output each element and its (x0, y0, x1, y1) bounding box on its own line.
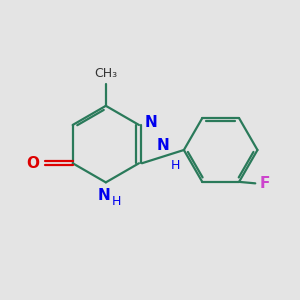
Text: O: O (26, 156, 39, 171)
Text: H: H (112, 195, 121, 208)
Text: F: F (260, 176, 270, 191)
Text: N: N (157, 138, 169, 153)
Text: N: N (98, 188, 111, 203)
Text: CH₃: CH₃ (94, 67, 117, 80)
Text: H: H (170, 159, 180, 172)
Text: N: N (144, 115, 157, 130)
